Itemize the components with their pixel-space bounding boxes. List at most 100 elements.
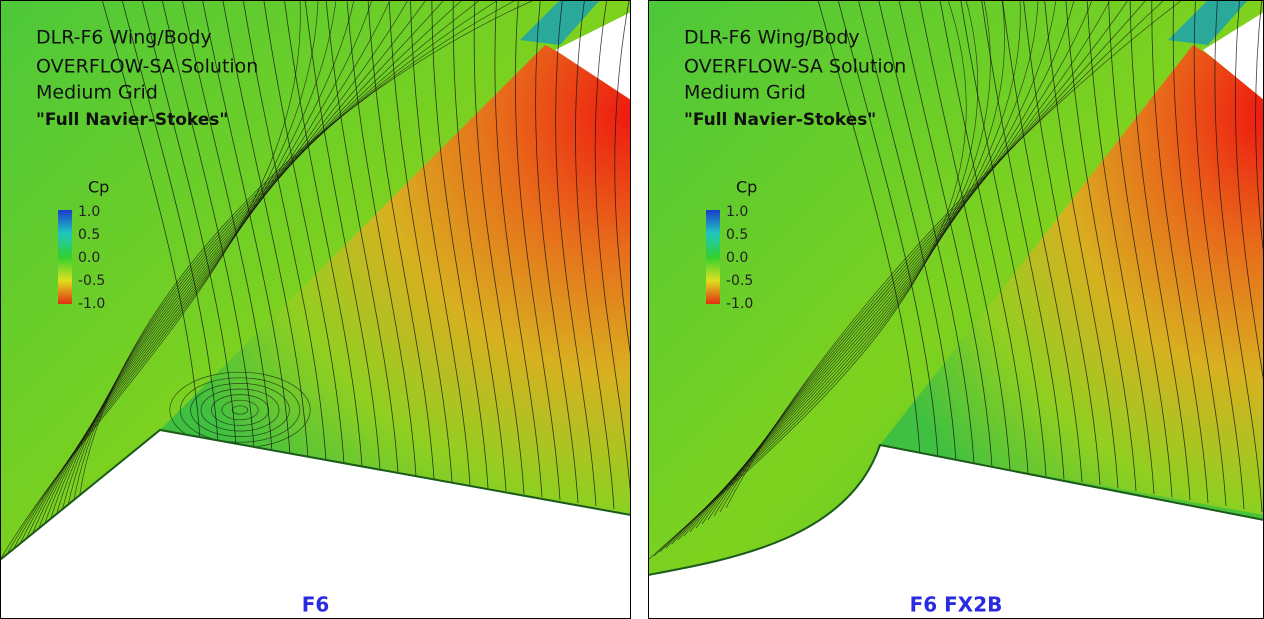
streamline — [121, 0, 219, 444]
streamline — [53, 0, 463, 525]
legend-tick: 1.0 — [726, 204, 748, 220]
streamline — [11, 0, 337, 553]
legend-tick: 1.0 — [78, 204, 100, 220]
colorbar — [58, 210, 72, 304]
streamline — [71, 0, 517, 513]
streamline — [575, 0, 615, 510]
streamline — [614, 0, 631, 362]
streamline — [1151, 0, 1209, 504]
streamline — [1234, 0, 1264, 387]
caption: F6 FX2B — [910, 593, 1003, 617]
title-line: OVERFLOW-SA Solution — [36, 56, 258, 78]
title-line: DLR-F6 Wing/Body — [36, 27, 212, 49]
sky — [555, 12, 631, 100]
streamline — [494, 0, 543, 498]
vortex — [211, 394, 269, 426]
streamline — [653, 0, 978, 557]
streamline — [725, 0, 1183, 509]
panel: DLR-F6 Wing/Body OVERFLOW-SA Solution Medi… — [0, 0, 631, 619]
streamline — [817, 0, 921, 456]
streamline — [1108, 0, 1173, 498]
streamline — [77, 0, 535, 509]
body-white — [0, 428, 631, 619]
streamline — [35, 0, 409, 537]
streamline — [857, 0, 957, 462]
streamline — [202, 0, 291, 456]
streamline — [1214, 0, 1263, 513]
streamline — [837, 0, 939, 459]
streamline — [431, 0, 489, 489]
vortex — [200, 388, 280, 432]
streamline — [555, 0, 597, 507]
streamline — [594, 0, 631, 505]
panel: DLR-F6 Wing/Body OVERFLOW-SA Solution Medi… — [648, 0, 1264, 619]
streamline — [1044, 0, 1119, 489]
streamline — [263, 0, 345, 465]
colorbar — [706, 210, 720, 304]
streamline — [960, 0, 1047, 477]
streamline — [981, 0, 1065, 480]
streamline — [5, 0, 319, 557]
streamline — [242, 0, 327, 462]
title-line: DLR-F6 Wing/Body — [684, 27, 860, 49]
legend-tick: -0.5 — [78, 273, 105, 289]
streamline — [222, 0, 309, 459]
legend-tick: 0.0 — [726, 250, 748, 266]
streamline — [47, 0, 445, 529]
render — [0, 0, 631, 619]
title-line: Medium Grid — [684, 82, 806, 104]
legend-tick: -1.0 — [78, 296, 105, 312]
streamline — [919, 0, 1011, 471]
legend-tick: -1.0 — [726, 296, 753, 312]
streamline — [898, 0, 993, 468]
body-white — [648, 443, 1264, 619]
title-line: OVERFLOW-SA Solution — [684, 56, 906, 78]
legend-label: Cp — [736, 178, 757, 197]
streamline — [1023, 0, 1101, 486]
streamline — [325, 0, 399, 474]
legend-tick: -0.5 — [726, 273, 753, 289]
streamline — [65, 0, 499, 517]
streamline — [1065, 0, 1137, 492]
vortex — [231, 405, 249, 415]
streamline — [452, 0, 507, 492]
legend-tick: 0.5 — [726, 227, 748, 243]
streamline — [410, 0, 471, 486]
streamline — [41, 0, 427, 533]
streamline — [1255, 0, 1264, 261]
streamline — [1172, 0, 1227, 507]
render — [648, 0, 1264, 619]
streamline — [23, 0, 373, 545]
title-line: "Full Navier-Stokes" — [684, 110, 876, 130]
vortex — [179, 377, 301, 443]
top-streak — [1168, 0, 1248, 45]
streamline — [514, 0, 561, 501]
streamline — [59, 0, 481, 521]
legend-tick: 0.0 — [78, 250, 100, 266]
streamline — [304, 0, 381, 471]
streamline — [388, 0, 453, 483]
caption: F6 — [302, 593, 330, 617]
streamline — [141, 0, 237, 447]
legend-label: Cp — [88, 178, 109, 197]
streamline — [473, 0, 525, 495]
streamline — [939, 0, 1029, 474]
title-line: "Full Navier-Stokes" — [36, 110, 228, 130]
streamline — [29, 0, 391, 541]
streamline — [648, 0, 967, 561]
streamline — [346, 0, 417, 477]
streamline — [535, 0, 579, 504]
wing — [880, 45, 1264, 515]
streamline — [1129, 0, 1191, 501]
streamline — [284, 0, 363, 468]
vortex — [190, 383, 290, 437]
streamline — [1002, 0, 1083, 483]
legend-tick: 0.5 — [78, 227, 100, 243]
streamline — [161, 0, 255, 450]
streamline — [367, 0, 435, 480]
sky — [1203, 12, 1264, 100]
streamline — [1193, 0, 1245, 510]
title-line: Medium Grid — [36, 82, 158, 104]
streamline — [101, 0, 201, 441]
